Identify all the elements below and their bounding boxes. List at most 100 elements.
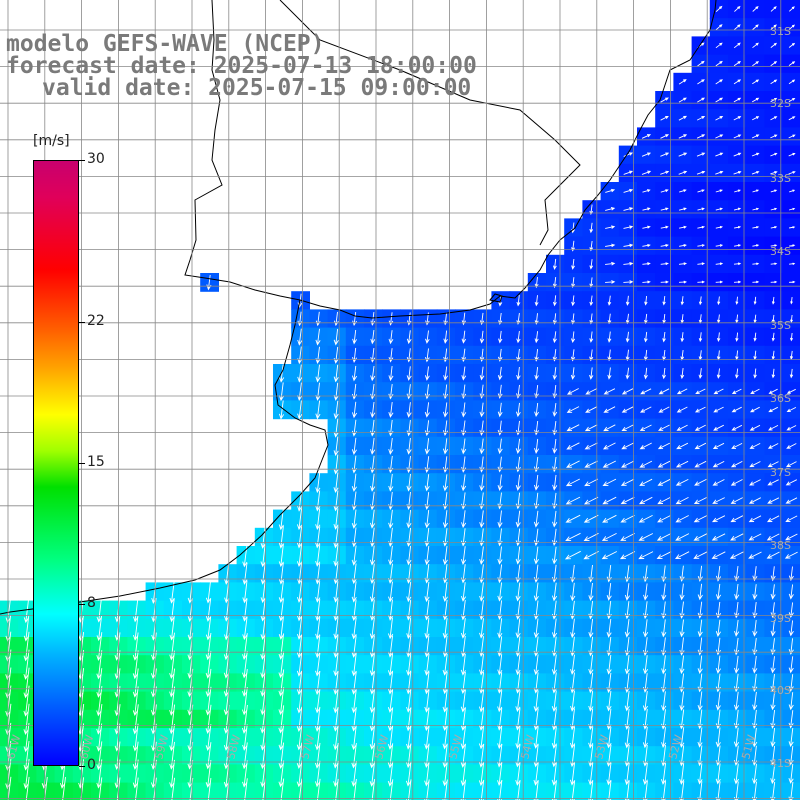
wind-arrow: [315, 599, 321, 622]
wind-arrow: [260, 724, 266, 751]
wind-arrow: [533, 708, 539, 731]
wind-arrow: [678, 207, 687, 211]
wind-arrow: [566, 442, 580, 450]
wind-arrow: [260, 742, 266, 770]
wind-arrow: [498, 312, 503, 326]
wind-arrow: [296, 706, 303, 733]
wind-arrow: [770, 79, 778, 85]
wind-arrow: [789, 332, 794, 342]
wind-arrow: [675, 515, 689, 523]
wind-arrow: [733, 42, 741, 49]
wind-arrow: [752, 566, 758, 582]
wind-arrow: [697, 79, 705, 85]
wind-arrow: [733, 79, 742, 85]
wind-arrow: [515, 708, 521, 731]
wind-arrow: [625, 295, 630, 306]
wind-arrow: [623, 188, 634, 193]
colorbar-unit: [m/s]: [33, 133, 70, 149]
wind-arrow: [785, 461, 797, 468]
wind-arrow: [314, 724, 321, 751]
wind-arrow: [333, 328, 339, 346]
wind-arrow: [642, 619, 649, 638]
wind-arrow: [533, 672, 539, 694]
wind-arrow: [789, 244, 796, 247]
wind-arrow: [731, 406, 742, 413]
wind-arrow: [369, 545, 376, 566]
wind-arrow: [715, 24, 723, 31]
lon-label: 56W: [372, 733, 391, 761]
wind-arrow: [516, 366, 521, 381]
wind-arrow: [169, 580, 175, 604]
wind-arrow: [734, 566, 740, 582]
wind-arrow: [242, 651, 248, 679]
wind-arrow: [643, 349, 648, 361]
wind-arrow: [424, 689, 430, 713]
wind-arrow: [315, 364, 321, 383]
wind-arrow: [770, 134, 778, 139]
wind-arrow: [498, 330, 503, 344]
wind-arrow: [730, 497, 743, 504]
wind-arrow: [752, 280, 760, 284]
wind-arrow: [751, 116, 760, 121]
wind-arrow: [551, 582, 558, 602]
wind-arrow: [242, 543, 248, 568]
wind-arrow: [442, 689, 448, 713]
wind-arrow: [753, 332, 757, 342]
wind-arrow: [585, 406, 598, 413]
wind-arrow: [788, 42, 796, 48]
wind-arrow: [96, 650, 103, 680]
wind-arrow: [315, 544, 321, 567]
wind-arrow: [662, 331, 666, 343]
wind-arrow: [639, 424, 652, 431]
wind-arrow: [731, 442, 743, 449]
wind-arrow: [351, 401, 358, 419]
wind-arrow: [752, 79, 760, 85]
wind-arrow: [589, 349, 594, 362]
wind-arrow: [680, 368, 685, 380]
wind-arrow: [23, 615, 30, 642]
wind-arrow: [603, 388, 616, 395]
wind-arrow: [442, 438, 449, 455]
wind-arrow: [715, 655, 721, 674]
wind-arrow: [767, 443, 779, 449]
wind-arrow: [205, 686, 212, 716]
wind-arrow: [132, 741, 139, 770]
wind-arrow: [676, 424, 688, 431]
wind-arrow: [497, 510, 503, 528]
wind-arrow: [566, 424, 580, 432]
wind-arrow: [715, 207, 723, 211]
wind-arrow: [620, 532, 635, 541]
wind-arrow: [406, 563, 412, 584]
wind-arrow: [369, 689, 375, 714]
wind-arrow: [497, 546, 503, 565]
wind-arrow: [387, 689, 394, 713]
wind-arrow: [639, 460, 653, 468]
wind-arrow: [770, 674, 776, 692]
wind-arrow: [642, 189, 651, 193]
wind-arrow: [406, 689, 412, 713]
wind-arrow: [278, 382, 285, 402]
colorbar-tick-label: 8: [87, 595, 96, 612]
wind-arrow: [784, 551, 798, 559]
wind-arrow: [424, 402, 430, 418]
wind-arrow: [660, 170, 670, 175]
wind-arrow: [442, 617, 448, 639]
wind-arrow: [424, 743, 430, 769]
wind-arrow: [533, 780, 539, 800]
wind-arrow: [770, 97, 778, 103]
wind-arrow: [478, 725, 485, 750]
wind-arrow: [571, 313, 575, 325]
wind-arrow: [333, 382, 339, 401]
wind-arrow: [369, 707, 375, 732]
wind-arrow: [606, 726, 612, 749]
wind-arrow: [315, 563, 321, 585]
wind-arrow: [278, 687, 285, 716]
wind-arrow: [766, 515, 780, 523]
wind-arrow: [715, 5, 723, 13]
wind-arrow: [770, 638, 776, 656]
wind-arrow: [602, 460, 617, 468]
wind-arrow: [534, 385, 539, 399]
wind-arrow: [697, 763, 703, 785]
wind-arrow: [788, 134, 796, 139]
wind-arrow: [387, 761, 394, 787]
